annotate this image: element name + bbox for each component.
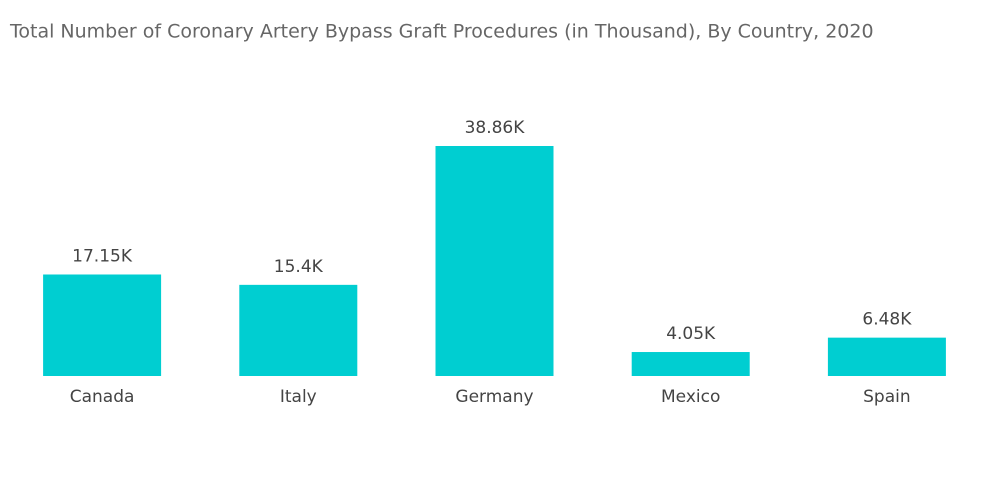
value-label: 38.86K [465,118,526,138]
value-label: 15.4K [274,257,324,277]
bar [435,146,554,376]
bar [827,337,946,376]
value-label: 4.05K [666,324,716,344]
chart-title: Total Number of Coronary Artery Bypass G… [9,21,874,43]
x-tick-label: Canada [70,387,135,407]
x-tick-label: Mexico [661,387,720,407]
value-label: 17.15K [72,246,133,266]
x-tick-label: Italy [280,387,317,407]
bar [239,284,358,376]
value-label: 6.48K [862,310,912,330]
x-tick-label: Spain [863,387,911,407]
bar [43,274,162,376]
bar [631,352,750,376]
x-tick-label: Germany [455,387,533,407]
